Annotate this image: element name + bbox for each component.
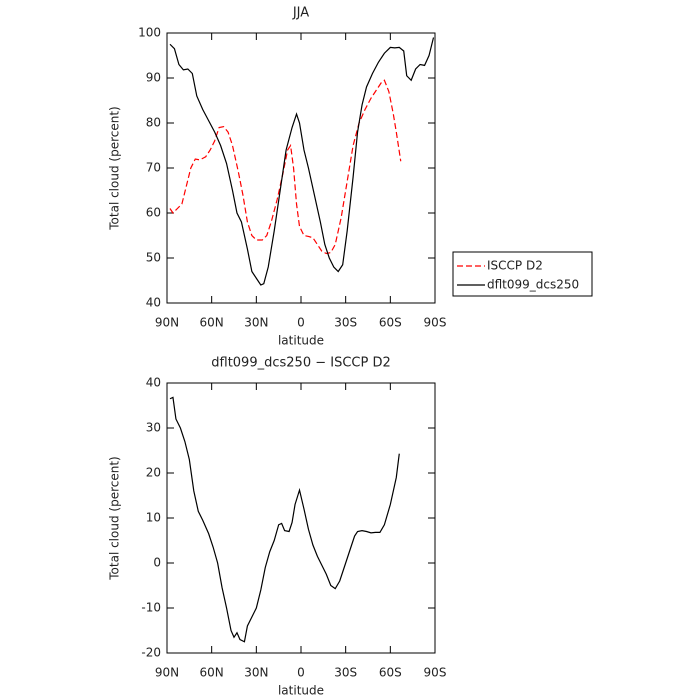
x-tick-label: 30N xyxy=(244,666,268,680)
x-tick-label: 0 xyxy=(297,316,305,330)
x-tick-label: 60N xyxy=(200,666,224,680)
y-tick-label: 90 xyxy=(146,71,161,85)
y-tick-label: 40 xyxy=(146,376,161,390)
y-tick-label: -10 xyxy=(141,601,161,615)
x-tick-label: 90N xyxy=(155,316,179,330)
legend-label: ISCCP D2 xyxy=(487,259,543,273)
plot-frame xyxy=(166,32,436,304)
plot-frame xyxy=(166,382,436,654)
y-tick-label: 10 xyxy=(146,511,161,525)
y-tick-label: 100 xyxy=(138,26,161,40)
y-tick-label: 70 xyxy=(146,161,161,175)
y-tick-label: 40 xyxy=(146,296,161,310)
y-tick-label: 20 xyxy=(146,466,161,480)
x-tick-label: 30S xyxy=(334,666,357,680)
legend-label: dflt099_dcs250 xyxy=(487,278,579,292)
y-tick-label: 0 xyxy=(153,556,161,570)
x-tick-label: 30S xyxy=(334,316,357,330)
x-tick-label: 60S xyxy=(379,666,402,680)
x-tick-label: 90S xyxy=(424,666,447,680)
chart-title: dflt099_dcs250 − ISCCP D2 xyxy=(211,356,391,371)
data-line xyxy=(169,396,400,643)
x-tick-label: 60N xyxy=(200,316,224,330)
x-tick-label: 90N xyxy=(155,666,179,680)
y-tick-label: 30 xyxy=(146,421,161,435)
data-line xyxy=(169,79,402,255)
y-tick-label: 60 xyxy=(146,206,161,220)
x-axis-label: latitude xyxy=(278,334,324,348)
x-axis-label: latitude xyxy=(278,684,324,698)
y-axis-label: Total cloud (percent) xyxy=(108,106,122,230)
y-tick-label: 80 xyxy=(146,116,161,130)
x-tick-label: 30N xyxy=(244,316,268,330)
legend-box xyxy=(452,251,593,297)
y-axis-label: Total cloud (percent) xyxy=(108,456,122,580)
data-line xyxy=(169,37,435,286)
chart-title: JJA xyxy=(292,6,309,21)
x-tick-label: 90S xyxy=(424,316,447,330)
y-tick-label: -20 xyxy=(141,646,161,660)
x-tick-label: 0 xyxy=(297,666,305,680)
x-tick-label: 60S xyxy=(379,316,402,330)
y-tick-label: 50 xyxy=(146,251,161,265)
